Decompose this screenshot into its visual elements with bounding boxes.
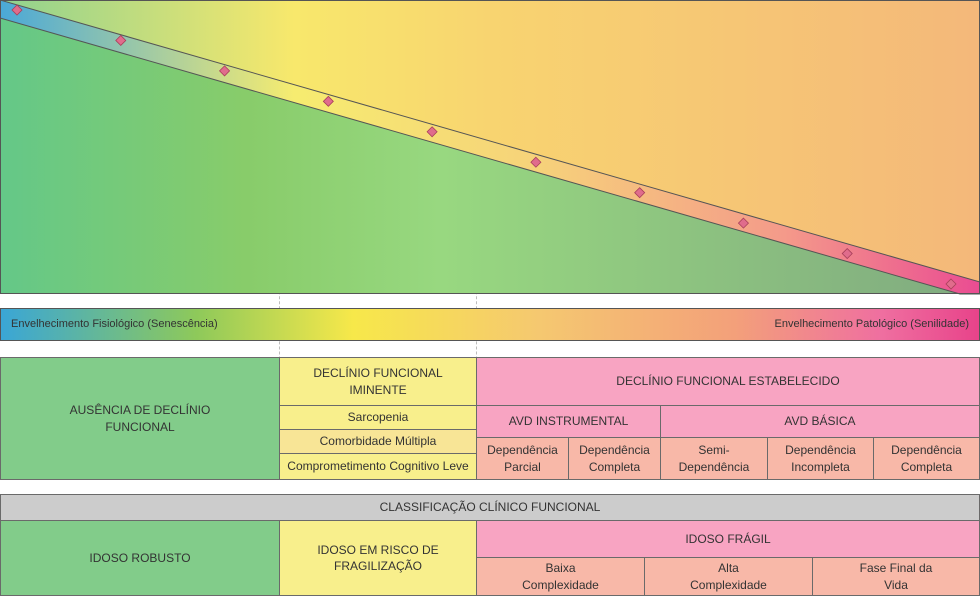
imminent-decline-header: DECLÍNIO FUNCIONAL IMINENTE	[279, 357, 477, 406]
trajectory-marker	[115, 34, 127, 47]
frail-end-of-life-cell: Fase Final da Vida	[812, 557, 980, 596]
frail-low-complexity-cell: Baixa Complexidade	[476, 557, 645, 596]
frail-high-complexity-cell: Alta Complexidade	[644, 557, 813, 596]
trajectory-marker	[737, 217, 750, 229]
trajectory-marker	[634, 187, 646, 199]
basic-incomplete-cell: Dependência Incompleta	[767, 437, 874, 480]
imminent-item-comorbidity: Comorbidade Múltipla	[279, 429, 477, 454]
trajectory-marker	[322, 95, 334, 107]
aging-decline-diagram	[0, 0, 980, 295]
at-risk-elderly-cell: IDOSO EM RISCO DE FRAGILIZAÇÃO	[279, 520, 477, 596]
aging-spectrum-bar: Envelhecimento Fisiológico (Senescência)…	[0, 308, 980, 341]
instrumental-adl-header: AVD INSTRUMENTAL	[476, 405, 661, 438]
trajectory-marker	[426, 126, 438, 138]
classification-header: CLASSIFICAÇÃO CLÍNICO FUNCIONAL	[0, 494, 980, 521]
established-decline-header: DECLÍNIO FUNCIONAL ESTABELECIDO	[476, 357, 980, 406]
basic-adl-header: AVD BÁSICA	[660, 405, 980, 438]
instrumental-partial-cell: Dependência Parcial	[476, 437, 569, 480]
trajectory-marker	[218, 65, 231, 77]
robust-elderly-cell: IDOSO ROBUSTO	[0, 520, 280, 596]
no-decline-cell: AUSÊNCIA DE DECLÍNIO FUNCIONAL	[0, 357, 280, 480]
imminent-item-sarcopenia: Sarcopenia	[279, 405, 477, 430]
instrumental-complete-cell: Dependência Completa	[568, 437, 661, 480]
pathological-aging-label: Envelhecimento Patológico (Senilidade)	[774, 318, 969, 330]
imminent-item-cognitive: Comprometimento Cognitivo Leve	[279, 453, 477, 480]
trajectory-marker	[841, 247, 853, 260]
trajectory-marker	[945, 278, 957, 290]
physiological-aging-label: Envelhecimento Fisiológico (Senescência)	[11, 318, 218, 330]
trajectory-marker	[11, 4, 23, 16]
frail-elderly-header: IDOSO FRÁGIL	[476, 520, 980, 558]
trajectory-marker	[530, 156, 542, 168]
basic-complete-cell: Dependência Completa	[873, 437, 980, 480]
trajectory-markers	[11, 4, 957, 290]
basic-semi-dependence-cell: Semi-Dependência	[660, 437, 768, 480]
